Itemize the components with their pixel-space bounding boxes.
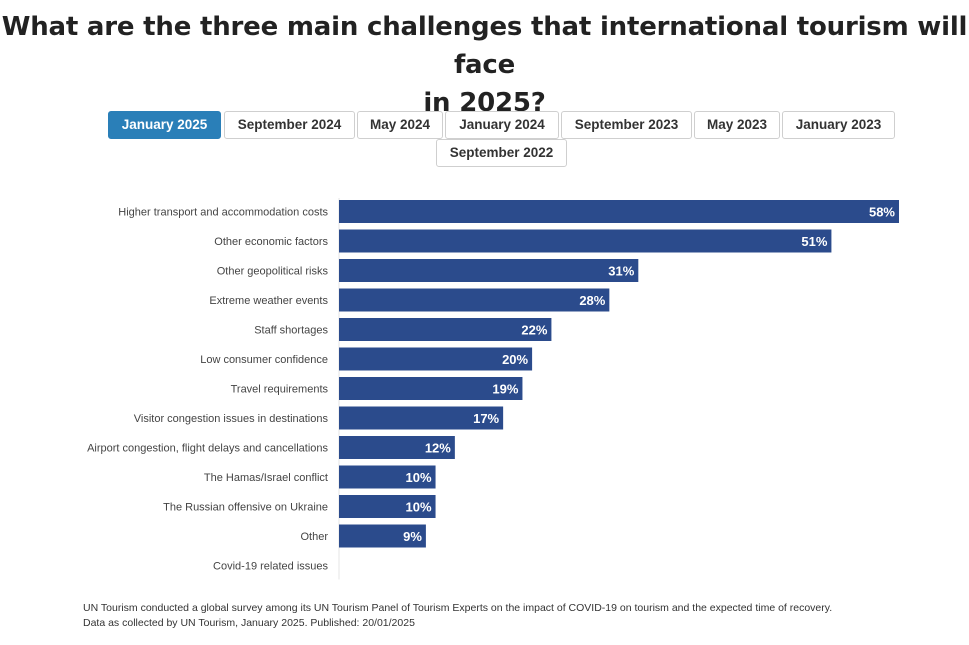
bar-value-label: 28%: [579, 293, 605, 308]
bar-value-label: 22%: [521, 323, 547, 338]
tab-september-2023[interactable]: September 2023: [561, 111, 692, 139]
bar[interactable]: [339, 436, 455, 459]
category-label: Extreme weather events: [209, 295, 328, 307]
period-tabs: January 2025 September 2024 May 2024 Jan…: [0, 0, 969, 170]
bar[interactable]: [339, 259, 639, 282]
tab-may-2024[interactable]: May 2024: [357, 111, 443, 139]
category-label: Other: [300, 531, 328, 543]
category-label: Visitor congestion issues in destination…: [134, 413, 329, 425]
category-label: Higher transport and accommodation costs: [118, 207, 328, 219]
bar-value-label: 20%: [502, 352, 528, 367]
challenges-bar-chart: Higher transport and accommodation costs…: [87, 198, 899, 580]
tab-january-2024[interactable]: January 2024: [445, 111, 559, 139]
bar[interactable]: [339, 495, 436, 518]
bar[interactable]: [339, 200, 899, 223]
tab-may-2023[interactable]: May 2023: [694, 111, 780, 139]
bar[interactable]: [339, 377, 523, 400]
tab-january-2025[interactable]: January 2025: [108, 111, 221, 139]
bar-value-label: 51%: [801, 234, 827, 249]
category-label: Travel requirements: [231, 384, 329, 396]
bar-value-label: 58%: [869, 205, 895, 220]
category-label: The Hamas/Israel conflict: [204, 472, 328, 484]
page-title: What are the three main challenges that …: [0, 8, 969, 122]
category-label: Covid-19 related issues: [213, 561, 328, 573]
bar[interactable]: [339, 465, 436, 489]
bar[interactable]: [339, 524, 426, 548]
tab-september-2022[interactable]: September 2022: [436, 139, 567, 167]
footer-source: Data as collected by UN Tourism, January…: [83, 617, 415, 629]
category-label: Other economic factors: [214, 236, 328, 248]
page-title-line-1: What are the three main challenges that …: [1, 12, 968, 80]
bar-value-label: 10%: [406, 500, 432, 515]
tab-january-2023[interactable]: January 2023: [782, 111, 895, 139]
bar[interactable]: [339, 288, 610, 312]
tab-september-2024[interactable]: September 2024: [224, 111, 355, 139]
bar-value-label: 9%: [403, 529, 422, 544]
bar[interactable]: [339, 406, 504, 430]
category-label: Staff shortages: [254, 325, 328, 337]
bar-value-label: 10%: [406, 470, 432, 485]
bar[interactable]: [339, 229, 832, 253]
category-label: The Russian offensive on Ukraine: [163, 502, 328, 514]
bar-value-label: 12%: [425, 441, 451, 456]
category-label: Other geopolitical risks: [217, 266, 329, 278]
bar[interactable]: [339, 318, 552, 341]
footer-note: UN Tourism conducted a global survey amo…: [83, 602, 833, 614]
bar[interactable]: [339, 347, 533, 371]
bar-value-label: 31%: [608, 264, 634, 279]
bar-value-label: 19%: [492, 382, 518, 397]
category-label: Airport congestion, flight delays and ca…: [87, 443, 328, 455]
category-label: Low consumer confidence: [200, 354, 328, 366]
bar-value-label: 17%: [473, 411, 499, 426]
chart-footer: UN Tourism conducted a global survey amo…: [83, 601, 832, 631]
